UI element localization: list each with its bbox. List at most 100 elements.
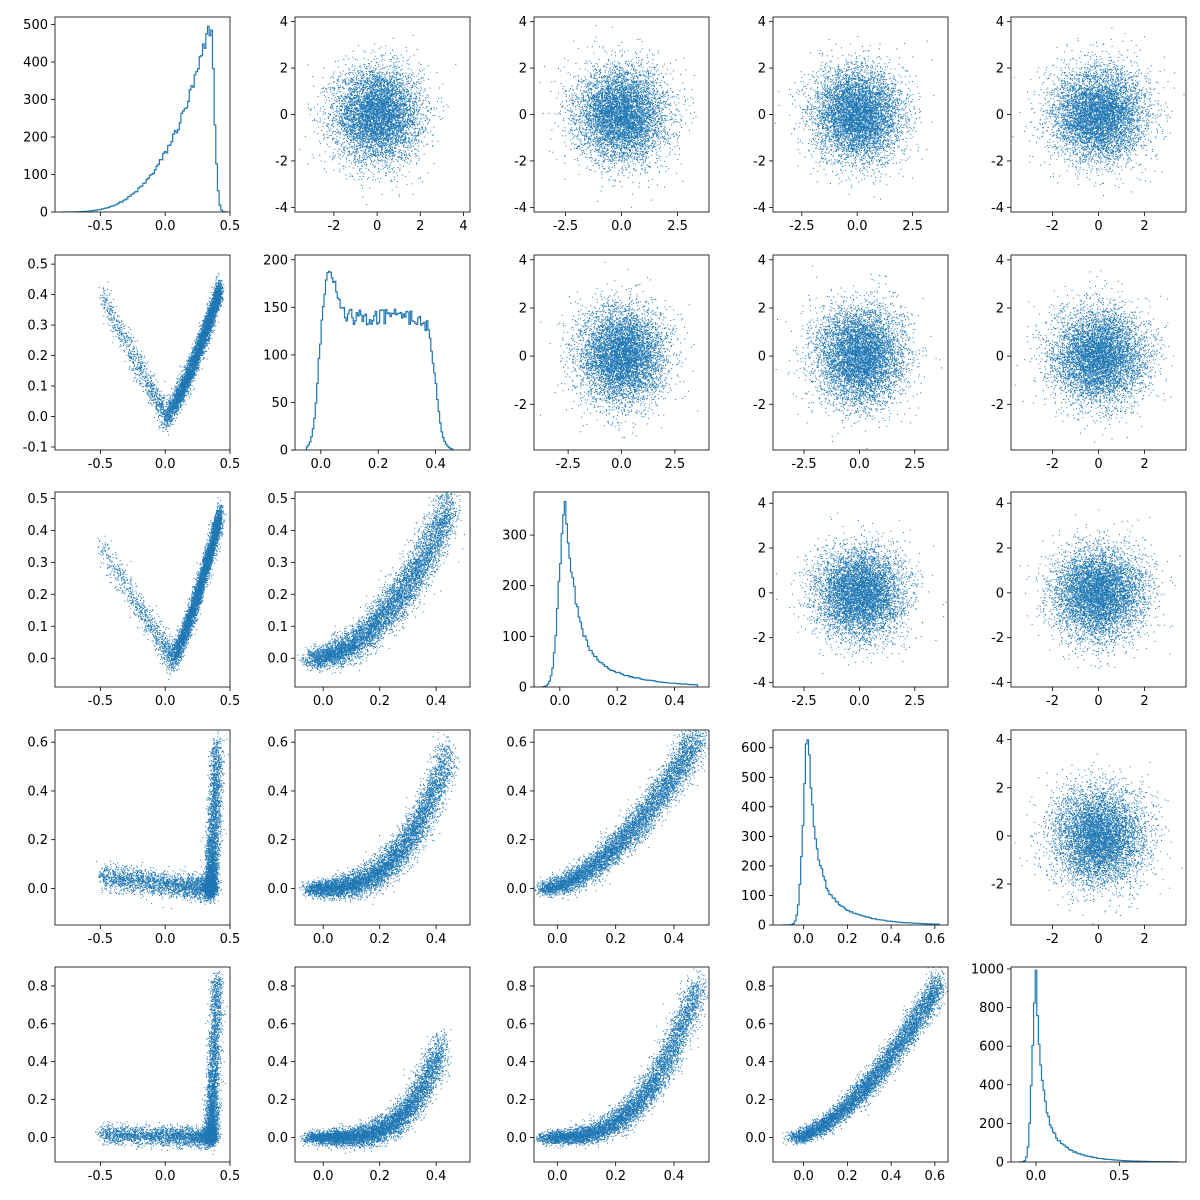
- scatter-point: [362, 122, 363, 123]
- scatter-point: [388, 128, 389, 129]
- scatter-point: [411, 75, 412, 76]
- scatter-point: [367, 112, 368, 113]
- scatter-point: [401, 86, 402, 87]
- scatter-point: [396, 137, 397, 138]
- scatter-point: [397, 181, 398, 182]
- scatter-point: [350, 112, 351, 113]
- scatter-point: [385, 86, 386, 87]
- scatter-point: [398, 124, 399, 125]
- scatter-point: [377, 138, 378, 139]
- scatter-point: [368, 154, 369, 155]
- scatter-point: [373, 152, 374, 153]
- scatter-point: [393, 102, 394, 103]
- scatter-point: [401, 158, 402, 159]
- scatter-point: [372, 125, 373, 126]
- scatter-point: [426, 117, 427, 118]
- scatter-point: [336, 132, 337, 133]
- scatter-point: [420, 79, 421, 80]
- scatter-point: [364, 174, 365, 175]
- scatter-point: [395, 128, 396, 129]
- scatter-point: [412, 140, 413, 141]
- scatter-point: [337, 129, 338, 130]
- scatter-point: [357, 119, 358, 120]
- scatter-point: [409, 120, 410, 121]
- scatter-point: [414, 55, 415, 56]
- scatter-point: [357, 96, 358, 97]
- scatter-point: [341, 151, 342, 152]
- scatter-point: [412, 146, 413, 147]
- scatter-point: [362, 81, 363, 82]
- scatter-point: [377, 121, 378, 122]
- scatter-point: [353, 168, 354, 169]
- scatter-point: [332, 139, 333, 140]
- scatter-point: [416, 96, 417, 97]
- scatter-point: [334, 114, 335, 115]
- scatter-point: [394, 115, 395, 116]
- scatter-point: [413, 143, 414, 144]
- scatter-point: [369, 71, 370, 72]
- scatter-point: [423, 124, 424, 125]
- scatter-point: [369, 63, 370, 64]
- scatter-point: [361, 160, 362, 161]
- scatter-point: [368, 121, 369, 122]
- scatter-point: [408, 109, 409, 110]
- scatter-point: [348, 151, 349, 152]
- scatter-point: [390, 121, 391, 122]
- scatter-point: [398, 84, 399, 85]
- scatter-point: [378, 100, 379, 101]
- scatter-point: [312, 154, 313, 155]
- scatter-point: [381, 87, 382, 88]
- scatter-point: [319, 118, 320, 119]
- scatter-point: [382, 132, 383, 133]
- scatter-point: [371, 137, 372, 138]
- scatter-point: [386, 164, 387, 165]
- scatter-point: [332, 76, 333, 77]
- scatter-point: [364, 96, 365, 97]
- scatter-point: [392, 153, 393, 154]
- scatter-point: [354, 76, 355, 77]
- scatter-point: [368, 146, 369, 147]
- scatter-point: [389, 73, 390, 74]
- scatter-point: [380, 153, 381, 154]
- scatter-point: [375, 156, 376, 157]
- scatter-point: [353, 140, 354, 141]
- scatter-point: [416, 122, 417, 123]
- scatter-point: [332, 120, 333, 121]
- scatter-point: [427, 132, 428, 133]
- scatter-point: [405, 133, 406, 134]
- scatter-point: [391, 59, 392, 60]
- scatter-point: [333, 126, 334, 127]
- scatter-point: [423, 78, 424, 79]
- scatter-point: [353, 72, 354, 73]
- scatter-point: [409, 102, 410, 103]
- scatter-point: [353, 142, 354, 143]
- scatter-point: [349, 108, 350, 109]
- scatter-point: [379, 146, 380, 147]
- scatter-point: [375, 65, 376, 66]
- scatter-point: [360, 110, 361, 111]
- scatter-point: [347, 119, 348, 120]
- scatter-point: [346, 96, 347, 97]
- scatter-point: [415, 109, 416, 110]
- scatter-point: [379, 92, 380, 93]
- scatter-point: [397, 120, 398, 121]
- scatter-point: [389, 129, 390, 130]
- scatter-point: [350, 114, 351, 115]
- scatter-point: [366, 114, 367, 115]
- scatter-point: [312, 120, 313, 121]
- scatter-point: [356, 138, 357, 139]
- scatter-point: [374, 74, 375, 75]
- scatter-point: [347, 93, 348, 94]
- scatter-point: [349, 166, 350, 167]
- scatter-point: [374, 79, 375, 80]
- scatter-point: [403, 94, 404, 95]
- scatter-point: [391, 105, 392, 106]
- scatter-point: [375, 84, 376, 85]
- scatter-point: [368, 63, 369, 64]
- scatter-point: [334, 131, 335, 132]
- scatter-point: [346, 115, 347, 116]
- scatter-point: [384, 82, 385, 83]
- scatter-point: [355, 72, 356, 73]
- scatter-point: [415, 98, 416, 99]
- scatter-point: [348, 90, 349, 91]
